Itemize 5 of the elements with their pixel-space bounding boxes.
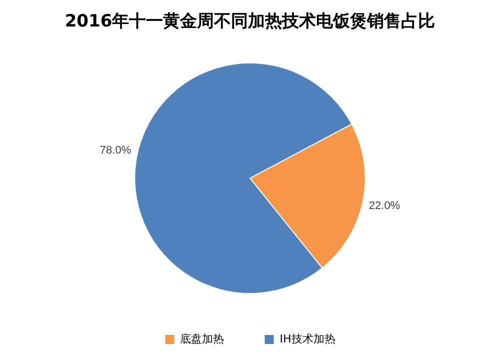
data-label: 78.0%: [100, 144, 132, 157]
legend-label: IH技术加热: [280, 332, 336, 346]
legend-label: 底盘加热: [180, 332, 224, 346]
chart-title: 2016年十一黄金周不同加热技术电饭煲销售占比: [64, 12, 436, 32]
data-label: 22.0%: [368, 200, 400, 212]
